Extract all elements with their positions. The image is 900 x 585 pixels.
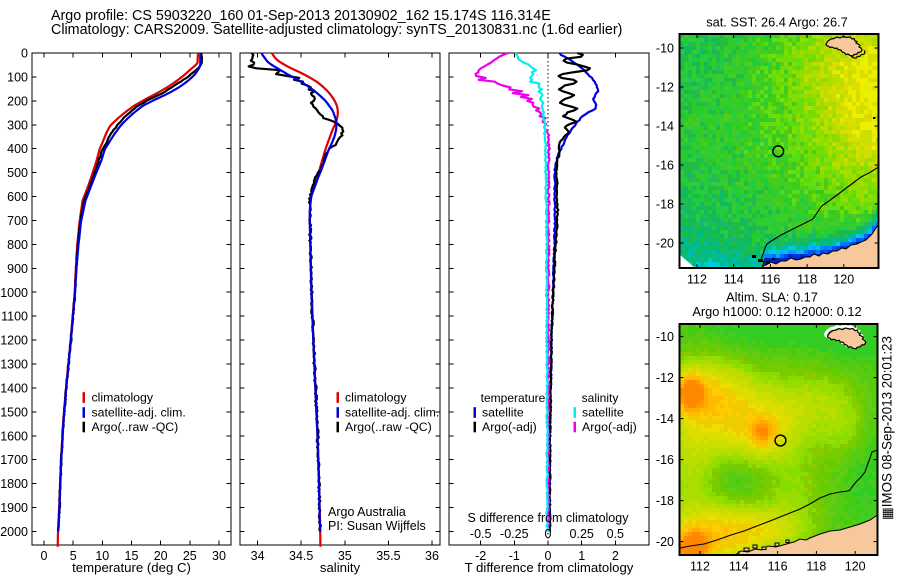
svg-text:300: 300 <box>7 118 28 132</box>
svg-text:-2: -2 <box>475 549 486 563</box>
svg-text:climatology: climatology <box>345 391 407 405</box>
svg-text:1500: 1500 <box>0 405 28 419</box>
svg-text:34.5: 34.5 <box>289 549 313 563</box>
svg-text:112: 112 <box>690 560 710 574</box>
svg-text:temperature (deg C): temperature (deg C) <box>72 560 191 575</box>
svg-text:20: 20 <box>154 549 168 563</box>
svg-text:temperature: temperature <box>481 391 546 405</box>
svg-text:Argo(-adj): Argo(-adj) <box>582 420 637 434</box>
svg-text:satellite-adj. clim.: satellite-adj. clim. <box>345 406 439 420</box>
svg-text:1: 1 <box>578 549 585 563</box>
svg-text:climatology: climatology <box>92 391 154 405</box>
svg-text:35: 35 <box>338 549 352 563</box>
svg-text:PI: Susan Wijffels: PI: Susan Wijffels <box>328 519 426 533</box>
svg-text:S difference from climatology: S difference from climatology <box>468 511 630 525</box>
svg-text:200: 200 <box>7 94 28 108</box>
svg-text:1200: 1200 <box>0 334 28 348</box>
svg-text:salinity: salinity <box>320 560 361 575</box>
svg-text:-20: -20 <box>656 535 674 549</box>
svg-text:1100: 1100 <box>1 310 28 324</box>
svg-text:-10: -10 <box>656 330 674 344</box>
svg-text:2: 2 <box>612 549 619 563</box>
svg-text:1700: 1700 <box>0 453 28 467</box>
svg-text:500: 500 <box>7 166 28 180</box>
svg-text:10: 10 <box>95 549 109 563</box>
svg-text:600: 600 <box>7 190 28 204</box>
svg-text:1300: 1300 <box>0 358 28 372</box>
svg-text:Climatology: CARS2009. Satelli: Climatology: CARS2009. Satellite-adjuste… <box>51 22 622 38</box>
svg-text:1800: 1800 <box>0 477 28 491</box>
svg-text:15: 15 <box>125 549 139 563</box>
svg-text:-0.5: -0.5 <box>470 527 492 541</box>
svg-text:120: 120 <box>845 560 866 574</box>
svg-text:35.5: 35.5 <box>376 549 400 563</box>
svg-text:100: 100 <box>7 70 28 84</box>
svg-text:salinity: salinity <box>582 391 619 405</box>
svg-text:0.25: 0.25 <box>570 527 594 541</box>
svg-text:116: 116 <box>760 273 780 287</box>
svg-text:0: 0 <box>545 527 552 541</box>
svg-text:118: 118 <box>797 273 817 287</box>
svg-text:2000: 2000 <box>0 525 28 539</box>
svg-text:-14: -14 <box>656 412 674 426</box>
svg-text:T difference from climatology: T difference from climatology <box>465 560 634 575</box>
svg-text:-10: -10 <box>656 42 674 56</box>
svg-text:Argo(..raw -QC): Argo(..raw -QC) <box>92 420 179 434</box>
svg-text:Argo(..raw -QC): Argo(..raw -QC) <box>345 420 432 434</box>
svg-text:1000: 1000 <box>0 286 28 300</box>
svg-text:0: 0 <box>545 549 552 563</box>
svg-text:30: 30 <box>212 549 226 563</box>
svg-text:▦IMOS 08-Sep-2013 20:01:23: ▦IMOS 08-Sep-2013 20:01:23 <box>880 336 895 520</box>
svg-text:120: 120 <box>833 273 854 287</box>
svg-text:Altim. SLA: 0.17: Altim. SLA: 0.17 <box>726 290 818 305</box>
svg-text:25: 25 <box>183 549 197 563</box>
svg-text:900: 900 <box>7 262 28 276</box>
svg-text:-0.25: -0.25 <box>500 527 529 541</box>
svg-text:Argo(-adj): Argo(-adj) <box>482 420 537 434</box>
svg-text:1600: 1600 <box>0 429 28 443</box>
svg-text:0: 0 <box>21 47 28 61</box>
svg-text:36: 36 <box>425 549 439 563</box>
svg-text:116: 116 <box>768 560 788 574</box>
svg-text:-1: -1 <box>509 549 520 563</box>
svg-text:-18: -18 <box>656 494 674 508</box>
svg-text:5: 5 <box>70 549 77 563</box>
svg-text:satellite: satellite <box>582 406 624 420</box>
svg-text:satellite-adj. clim.: satellite-adj. clim. <box>92 406 186 420</box>
svg-text:114: 114 <box>729 560 749 574</box>
svg-text:Argo h1000: 0.12 h2000: 0.12: Argo h1000: 0.12 h2000: 0.12 <box>692 304 861 319</box>
svg-text:satellite: satellite <box>482 406 524 420</box>
svg-text:Argo profile: CS 5903220_160 0: Argo profile: CS 5903220_160 01-Sep-2013… <box>51 8 551 24</box>
svg-text:-18: -18 <box>656 198 674 212</box>
svg-text:-12: -12 <box>656 81 674 95</box>
svg-text:sat. SST: 26.4 Argo: 26.7: sat. SST: 26.4 Argo: 26.7 <box>706 15 848 30</box>
svg-text:-16: -16 <box>656 453 674 467</box>
svg-text:0: 0 <box>41 549 48 563</box>
svg-text:700: 700 <box>7 214 28 228</box>
svg-text:34: 34 <box>251 549 265 563</box>
svg-text:1900: 1900 <box>0 501 28 515</box>
svg-text:-20: -20 <box>656 237 674 251</box>
svg-text:114: 114 <box>724 273 744 287</box>
svg-text:-16: -16 <box>656 159 674 173</box>
svg-text:1400: 1400 <box>0 381 28 395</box>
svg-text:400: 400 <box>7 142 28 156</box>
svg-text:800: 800 <box>7 238 28 252</box>
svg-text:0.5: 0.5 <box>607 527 624 541</box>
svg-text:-14: -14 <box>656 120 674 134</box>
svg-text:112: 112 <box>687 273 707 287</box>
svg-text:Argo Australia: Argo Australia <box>328 505 406 519</box>
svg-text:118: 118 <box>806 560 826 574</box>
svg-text:-12: -12 <box>656 371 674 385</box>
